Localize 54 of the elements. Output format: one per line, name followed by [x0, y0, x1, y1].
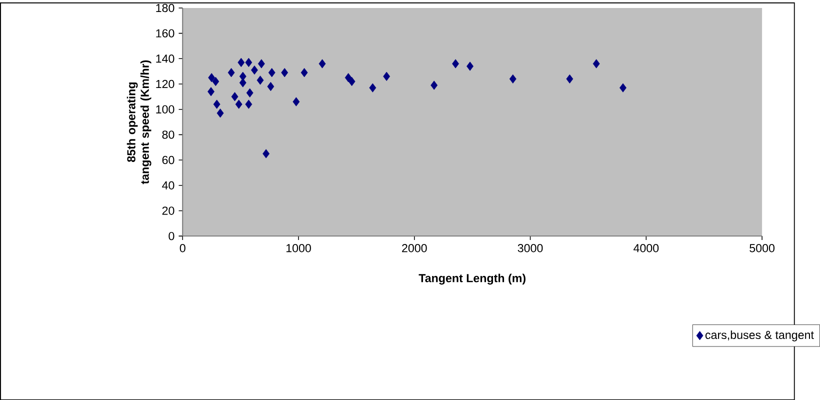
point	[262, 148, 270, 158]
point	[369, 83, 376, 92]
point	[466, 62, 474, 71]
y-tick-label: 180	[156, 4, 174, 12]
point	[452, 59, 460, 68]
x-tick-label: 3000	[518, 244, 543, 252]
point	[212, 76, 220, 86]
point	[256, 75, 264, 85]
point	[231, 92, 238, 102]
point	[246, 88, 254, 98]
point	[318, 59, 326, 68]
x-tick-label: 5000	[750, 244, 775, 252]
y-tick-label: 100	[156, 105, 174, 114]
y-tick-label: 120	[156, 80, 174, 88]
point	[430, 80, 438, 90]
point	[228, 68, 235, 78]
point	[208, 86, 214, 96]
point	[566, 74, 574, 84]
y-tick-label: 160	[156, 29, 174, 38]
point	[300, 68, 308, 78]
x-tick-label: 4000	[634, 244, 659, 252]
point	[258, 59, 265, 68]
point	[216, 108, 224, 118]
point	[213, 100, 220, 109]
x-tick-label: 0	[180, 244, 186, 252]
x-axis-title: Tangent Length (m)	[418, 274, 526, 284]
x-tick-label: 2000	[402, 244, 427, 252]
legend-label: cars,buses & tangent	[705, 330, 814, 342]
y-tick-label: 60	[162, 156, 174, 164]
y-tick-label: 20	[162, 206, 174, 215]
point	[245, 58, 252, 67]
point	[592, 59, 600, 68]
point	[292, 97, 300, 106]
point	[268, 68, 276, 78]
point	[281, 68, 288, 78]
point	[267, 82, 274, 91]
point	[620, 83, 626, 92]
point	[344, 72, 352, 82]
point	[238, 58, 245, 67]
point	[208, 72, 216, 82]
y-tick-label: 140	[156, 54, 174, 63]
y-tick-label: 80	[162, 130, 174, 139]
point	[509, 74, 516, 84]
point	[239, 72, 246, 81]
point	[235, 100, 242, 109]
x-tick-label: 1000	[286, 244, 311, 252]
point	[348, 76, 356, 86]
y-axis-title: 85th operating tangent speed (Km/hr)	[126, 60, 152, 184]
y-tick-label: 40	[162, 181, 174, 190]
point	[239, 78, 246, 88]
point	[245, 100, 252, 109]
point	[383, 72, 390, 81]
y-tick-label: 0	[168, 232, 174, 240]
point	[251, 65, 258, 74]
